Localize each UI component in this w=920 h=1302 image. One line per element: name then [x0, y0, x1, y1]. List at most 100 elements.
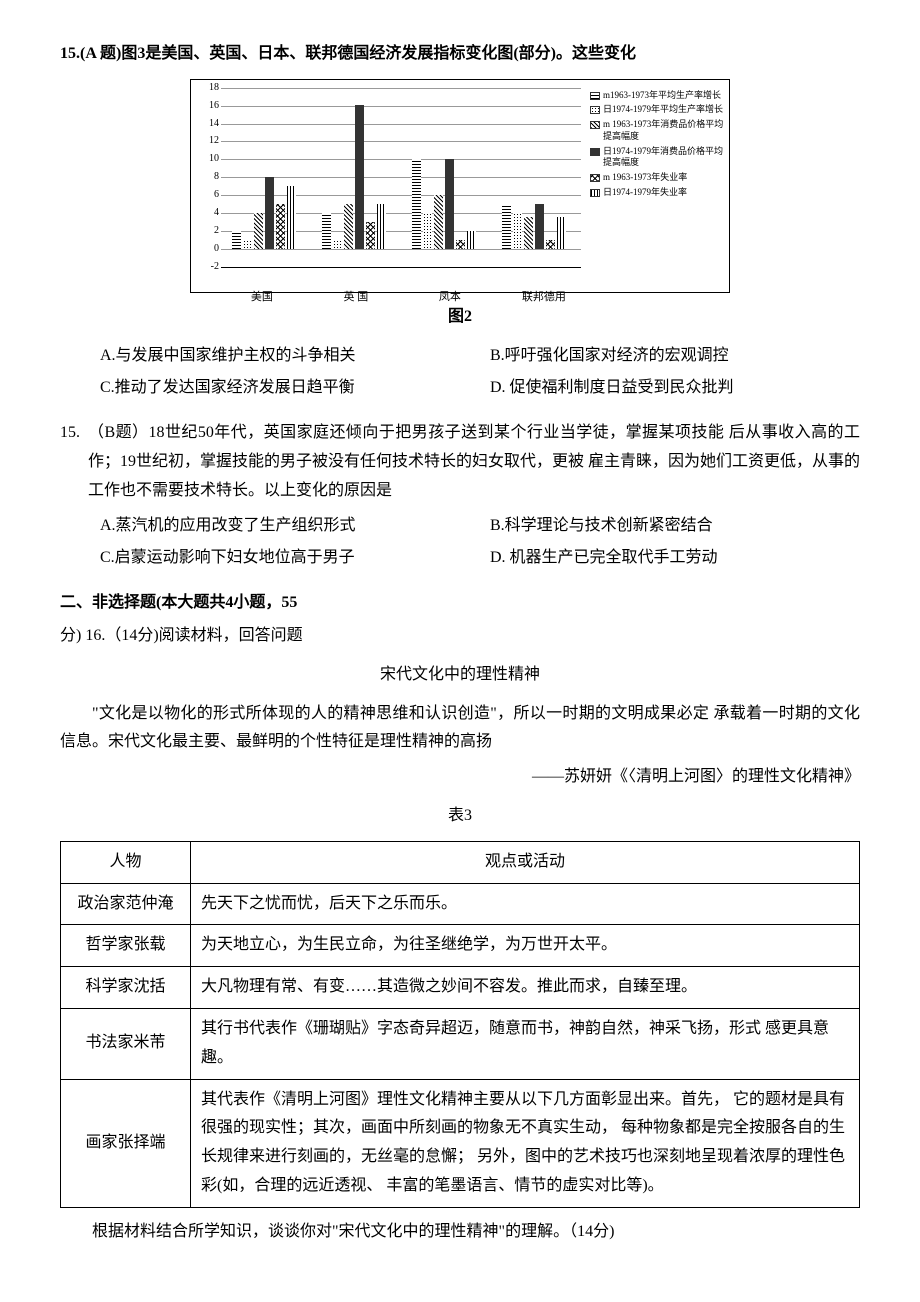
y-tick: 0	[199, 240, 219, 258]
table-row: 科学家沈括大凡物理有常、有变……其造微之妙间不容发。推此而求，自臻至理。	[61, 967, 860, 1009]
bar	[456, 240, 465, 249]
chart-legend: m1963-1973年平均生产率增长日1974-1979年平均生产率增长 m 19…	[590, 90, 725, 202]
table-cell-viewpoint: 其代表作《清明上河图》理性文化精神主要从以下几方面彰显出来。首先， 它的题材是具…	[191, 1079, 860, 1207]
q15a-options: A.与发展中国家维护主权的斗争相关 B.呼吁强化国家对经济的宏观调控 C.推动了…	[100, 342, 860, 404]
option-b: B.呼吁强化国家对经济的宏观调控	[490, 342, 860, 371]
legend-swatch	[590, 189, 600, 197]
material-table: 人物 观点或活动 政治家范仲淹先天下之忧而忧，后天下之乐而乐。哲学家张载为天地立…	[60, 841, 860, 1208]
table-row: 哲学家张载为天地立心，为生民立命，为往圣继绝学，为万世开太平。	[61, 925, 860, 967]
option-a: A.蒸汽机的应用改变了生产组织形式	[100, 512, 470, 541]
table-cell-person: 哲学家张载	[61, 925, 191, 967]
q15b-number: 15.	[60, 419, 80, 505]
table-row: 书法家米芾其行书代表作《珊瑚贴》字态奇异超迈，随意而书，神韵自然，神采飞扬，形式…	[61, 1008, 860, 1079]
section2-header: 二、非选择题(本大题共4小题，55	[60, 589, 860, 618]
bar	[366, 222, 375, 249]
table-cell-person: 科学家沈括	[61, 967, 191, 1009]
q15a-header: 15.(A 题)图3是美国、英国、日本、联邦德国经济发展指标变化图(部分)。这些…	[60, 40, 860, 69]
x-label: 美国	[224, 288, 299, 308]
bar	[445, 159, 454, 249]
legend-swatch	[590, 174, 600, 182]
legend-item: 日1974-1979年平均生产率增长	[590, 104, 725, 116]
legend-item: m1963-1973年平均生产率增长	[590, 90, 725, 102]
option-d: D. 机器生产已完全取代手工劳动	[490, 544, 860, 573]
y-tick: 18	[199, 79, 219, 97]
legend-label: 日1974-1979年失业率	[603, 187, 687, 199]
chart-figure: -2024681012141618 美国英 国凤本联邦德用 m1963-1973…	[190, 79, 730, 293]
q15b-options: A.蒸汽机的应用改变了生产组织形式 B.科学理论与技术创新紧密结合 C.启蒙运动…	[100, 512, 860, 574]
bar	[502, 204, 511, 249]
x-label: 凤本	[412, 288, 487, 308]
table-row: 政治家范仲淹先天下之忧而忧，后天下之乐而乐。	[61, 883, 860, 925]
y-tick: 4	[199, 204, 219, 222]
legend-swatch	[590, 148, 600, 156]
bar-group	[502, 204, 574, 249]
legend-label: m 1963-1973年失业率	[603, 172, 687, 184]
bar	[232, 231, 241, 249]
bar	[423, 213, 432, 249]
y-tick: 12	[199, 132, 219, 150]
bar	[513, 213, 522, 249]
bar	[557, 217, 566, 249]
option-d: D. 促使福利制度日益受到民众批判	[490, 374, 860, 403]
bar	[535, 204, 544, 249]
y-tick: 10	[199, 150, 219, 168]
bar	[287, 186, 296, 249]
material-citation: ——苏妍妍《〈清明上河图〉的理性文化精神》	[60, 763, 860, 792]
legend-swatch	[590, 106, 600, 114]
legend-label: m 1963-1973年消费品价格平均提高幅度	[603, 119, 725, 142]
bar-group	[232, 177, 304, 249]
y-tick: -2	[199, 258, 219, 276]
table-header-viewpoint: 观点或活动	[191, 841, 860, 883]
bar	[355, 105, 364, 249]
legend-item: 日1974-1979年消费品价格平均提高幅度	[590, 146, 725, 169]
bar	[467, 231, 476, 249]
chart-plot-area: -2024681012141618	[221, 88, 581, 268]
legend-label: 日1974-1979年平均生产率增长	[603, 104, 723, 116]
legend-item: m 1963-1973年失业率	[590, 172, 725, 184]
legend-item: m 1963-1973年消费品价格平均提高幅度	[590, 119, 725, 142]
x-label: 联邦德用	[506, 288, 581, 308]
x-label: 英 国	[318, 288, 393, 308]
bar	[546, 240, 555, 249]
option-a: A.与发展中国家维护主权的斗争相关	[100, 342, 470, 371]
legend-label: 日1974-1979年消费品价格平均提高幅度	[603, 146, 725, 169]
table-row: 画家张择端其代表作《清明上河图》理性文化精神主要从以下几方面彰显出来。首先， 它…	[61, 1079, 860, 1207]
bar	[322, 213, 331, 249]
bar	[377, 204, 386, 249]
table-header-person: 人物	[61, 841, 191, 883]
bar	[344, 204, 353, 249]
y-tick: 6	[199, 186, 219, 204]
table-caption: 表3	[60, 802, 860, 831]
bar	[276, 204, 285, 249]
final-prompt: 根据材料结合所学知识，谈谈你对"宋代文化中的理性精神"的理解。（14分)	[60, 1218, 860, 1247]
table-cell-viewpoint: 先天下之忧而忧，后天下之乐而乐。	[191, 883, 860, 925]
bar-group	[412, 159, 484, 249]
table-cell-person: 书法家米芾	[61, 1008, 191, 1079]
y-tick: 8	[199, 168, 219, 186]
y-tick: 14	[199, 115, 219, 133]
bar	[434, 195, 443, 249]
bar	[412, 159, 421, 249]
y-axis: -2024681012141618	[199, 88, 219, 267]
q15b: 15. （B题）18世纪50年代，英国家庭还倾向于把男孩子送到某个行业当学徒，掌…	[60, 419, 860, 505]
section2-sub: 分) 16.（14分)阅读材料，回答问题	[60, 622, 860, 651]
bar	[254, 213, 263, 249]
legend-swatch	[590, 92, 600, 100]
bar	[243, 240, 252, 249]
legend-swatch	[590, 121, 600, 129]
bar-group	[322, 105, 394, 249]
table-cell-person: 画家张择端	[61, 1079, 191, 1207]
table-cell-viewpoint: 大凡物理有常、有变……其造微之妙间不容发。推此而求，自臻至理。	[191, 967, 860, 1009]
bar	[524, 217, 533, 249]
legend-label: m1963-1973年平均生产率增长	[603, 90, 721, 102]
option-c: C.推动了发达国家经济发展日趋平衡	[100, 374, 470, 403]
material-paragraph: "文化是以物化的形式所体现的人的精神思维和认识创造"，所以一时期的文明成果必定 …	[60, 700, 860, 758]
table-cell-viewpoint: 为天地立心，为生民立命，为往圣继绝学，为万世开太平。	[191, 925, 860, 967]
option-b: B.科学理论与技术创新紧密结合	[490, 512, 860, 541]
table-cell-person: 政治家范仲淹	[61, 883, 191, 925]
table-cell-viewpoint: 其行书代表作《珊瑚贴》字态奇异超迈，随意而书，神韵自然，神采飞扬，形式 感更具意…	[191, 1008, 860, 1079]
q15b-body: （B题）18世纪50年代，英国家庭还倾向于把男孩子送到某个行业当学徒，掌握某项技…	[88, 419, 860, 505]
legend-item: 日1974-1979年失业率	[590, 187, 725, 199]
bar	[265, 177, 274, 249]
y-tick: 16	[199, 97, 219, 115]
